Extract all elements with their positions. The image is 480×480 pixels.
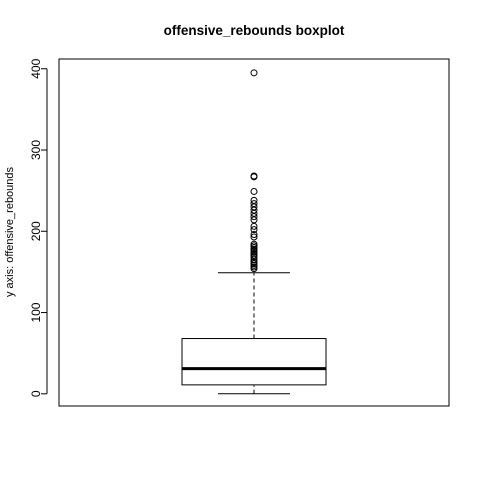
y-tick-label: 100 [29,302,43,322]
outlier-point [250,226,258,234]
outlier-point [250,200,258,208]
outlier-point [250,233,258,241]
outlier-point [250,196,258,204]
outlier-point [250,209,258,217]
y-axis-label: y axis: offensive_rebounds [4,166,16,297]
outlier-point [250,69,258,77]
outlier-point [250,172,258,180]
y-tick-label: 200 [29,221,43,241]
outlier-point [250,213,258,221]
y-tick-label: 400 [29,58,43,78]
outlier-point [250,216,258,224]
outlier-point [250,187,258,195]
outlier-point [250,258,258,266]
outlier-point [250,203,258,211]
y-tick-label: 0 [29,390,43,397]
y-axis: 0 100 200 300 400 [29,58,48,397]
outlier-point [250,240,258,248]
iqr-box [181,338,327,386]
plot-frame [58,58,450,407]
outlier-point [250,231,258,239]
y-tick-label: 300 [29,140,43,160]
outlier-point [250,206,258,214]
chart-title: offensive_rebounds boxplot [164,23,345,38]
outlier-point [250,222,258,230]
box-group [181,69,327,395]
